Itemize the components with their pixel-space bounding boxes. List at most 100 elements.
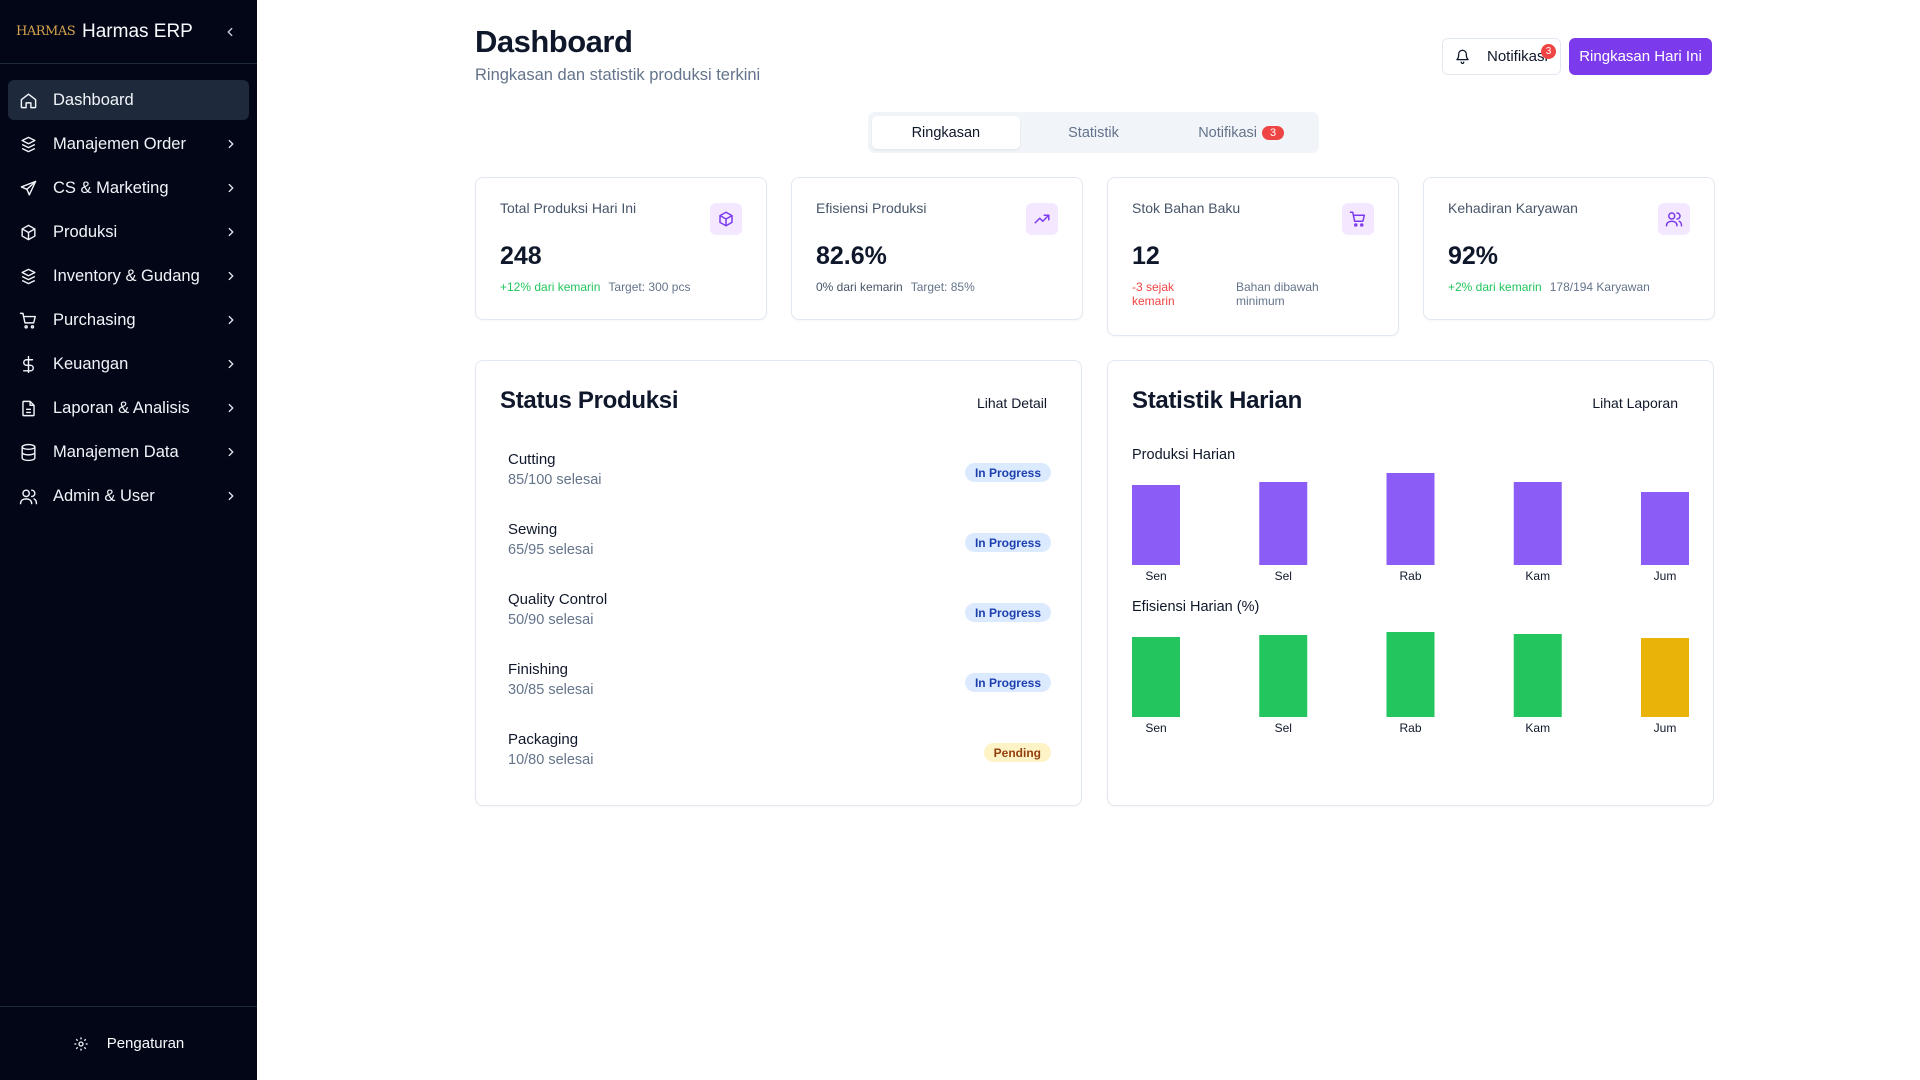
- chart-tick-label: Jum: [1654, 569, 1677, 583]
- kpi-change: -3 sejak kemarin: [1132, 280, 1175, 308]
- chart-bar-rab: [1386, 632, 1435, 717]
- stage-name: Quality Control: [508, 591, 608, 608]
- stage-progress: 50/90 selesai: [508, 612, 594, 628]
- gear-icon: [73, 1035, 91, 1053]
- sidebar-item-inventory-gudang[interactable]: Inventory & Gudang: [8, 256, 249, 296]
- stage-name: Finishing: [508, 661, 569, 678]
- status-badge: In Progress: [964, 673, 1051, 692]
- chart-tick-label: Sel: [1275, 721, 1292, 735]
- lihat-laporan-link[interactable]: Lihat Laporan: [1592, 395, 1678, 411]
- kpi-meta: 0% dari kemarin Target: 85%: [816, 280, 975, 294]
- kpi-change: +2% dari kemarin: [1448, 280, 1542, 294]
- sidebar-item-produksi[interactable]: Produksi: [8, 212, 249, 252]
- sidebar-item-label: Purchasing: [53, 310, 136, 329]
- boxes-icon: [18, 134, 38, 154]
- statistik-harian-panel: Statistik Harian Lihat Laporan Produksi …: [1107, 360, 1714, 806]
- chart-bar-sel: [1259, 482, 1308, 565]
- status-badge: In Progress: [964, 533, 1051, 552]
- chevron-right-icon: [223, 268, 239, 284]
- notifications-label: Notifikasi: [1487, 48, 1548, 65]
- chart-bar-sel: [1259, 635, 1308, 717]
- chart-bar-kam: [1513, 482, 1562, 565]
- efisiensi-harian-chart: Sen Sel Rab Kam Jum: [1132, 632, 1689, 735]
- package-icon: [18, 222, 38, 242]
- sidebar-item-manajemen-order[interactable]: Manajemen Order: [8, 124, 249, 164]
- chart-tick-label: Kam: [1525, 721, 1550, 735]
- sidebar-nav: Dashboard Manajemen Order CS & Marketing…: [0, 64, 257, 1006]
- kpi-label: Total Produksi Hari Ini: [500, 200, 637, 216]
- chart-bar-rab: [1386, 473, 1435, 565]
- kpi-label: Efisiensi Produksi: [816, 200, 927, 216]
- chart-tick-label: Sel: [1275, 569, 1292, 583]
- chart-tick-label: Rab: [1399, 569, 1421, 583]
- brand-name: Harmas ERP: [82, 20, 193, 42]
- production-stage-row: Finishing 30/85 selesai In Progress: [508, 661, 1051, 711]
- chart-bar-jum: [1641, 638, 1689, 717]
- notification-count-badge: 3: [1541, 44, 1556, 59]
- kpi-note: 178/194 Karyawan: [1549, 280, 1650, 294]
- users-icon: [18, 486, 38, 506]
- sidebar-item-label: Manajemen Order: [53, 134, 186, 153]
- stage-progress: 10/80 selesai: [508, 752, 594, 768]
- chart-bar-sen: [1132, 485, 1180, 565]
- kpi-card-efisiensi: Efisiensi Produksi 82.6% 0% dari kemarin…: [791, 177, 1083, 320]
- sidebar-item-manajemen-data[interactable]: Manajemen Data: [8, 432, 249, 472]
- logo-text: HARMAS: [16, 24, 76, 39]
- sidebar-item-admin-user[interactable]: Admin & User: [8, 476, 249, 516]
- kpi-label: Kehadiran Karyawan: [1448, 200, 1578, 216]
- chart-title-produksi: Produksi Harian: [1132, 447, 1236, 463]
- stage-progress: 65/95 selesai: [508, 542, 594, 558]
- sidebar-item-label: Laporan & Analisis: [53, 398, 190, 417]
- chart-tick-label: Jum: [1654, 721, 1677, 735]
- chevron-right-icon: [223, 312, 239, 328]
- kpi-card-total-produksi: Total Produksi Hari Ini 248 +12% dari ke…: [475, 177, 767, 320]
- home-icon: [18, 90, 38, 110]
- main-content: Dashboard Ringkasan dan statistik produk…: [257, 0, 1920, 1080]
- sidebar-item-label: Produksi: [53, 222, 118, 241]
- stage-name: Sewing: [508, 521, 558, 538]
- send-icon: [18, 178, 38, 198]
- sidebar-item-cs-marketing[interactable]: CS & Marketing: [8, 168, 249, 208]
- kpi-note: Target: 300 pcs: [608, 280, 691, 294]
- sidebar-item-label: Keuangan: [53, 354, 129, 373]
- tab-notifikasi[interactable]: Notifikasi 3: [1167, 116, 1315, 149]
- tab-statistik[interactable]: Statistik: [1020, 116, 1168, 149]
- kpi-meta: +2% dari kemarin 178/194 Karyawan: [1448, 280, 1650, 294]
- sidebar-item-keuangan[interactable]: Keuangan: [8, 344, 249, 384]
- tab-ringkasan[interactable]: Ringkasan: [872, 116, 1020, 149]
- chart-tick-label: Rab: [1399, 721, 1421, 735]
- kpi-note: Bahan dibawah minimum: [1236, 280, 1319, 308]
- stage-name: Cutting: [508, 451, 556, 468]
- production-stage-row: Cutting 85/100 selesai In Progress: [508, 451, 1051, 501]
- notifications-button[interactable]: Notifikasi 3: [1442, 38, 1561, 75]
- chart-title-efisiensi: Efisiensi Harian (%): [1132, 599, 1260, 615]
- users-icon: [1658, 203, 1690, 235]
- stage-progress: 85/100 selesai: [508, 472, 602, 488]
- kpi-value: 82.6%: [816, 242, 887, 270]
- tab-label: Statistik: [1068, 124, 1119, 141]
- kpi-note: Target: 85%: [910, 280, 975, 294]
- produksi-harian-chart: Sen Sel Rab Kam Jum: [1132, 473, 1689, 583]
- chart-bar-sen: [1132, 637, 1180, 717]
- collapse-sidebar-button[interactable]: [219, 21, 241, 43]
- sidebar-item-label: Manajemen Data: [53, 442, 179, 461]
- sidebar: HARMAS Harmas ERP Dashboard Manajemen Or…: [0, 0, 257, 1080]
- lihat-detail-link[interactable]: Lihat Detail: [976, 395, 1047, 411]
- tab-label: Notifikasi: [1198, 124, 1258, 141]
- settings-button[interactable]: Pengaturan: [0, 1006, 257, 1080]
- today-summary-button[interactable]: Ringkasan Hari Ini: [1569, 38, 1712, 75]
- warehouse-icon: [18, 266, 38, 286]
- page-subtitle: Ringkasan dan statistik produksi terkini: [475, 66, 761, 84]
- kpi-meta: -3 sejak kemarin Bahan dibawah minimum: [1132, 280, 1336, 308]
- chevron-right-icon: [223, 180, 239, 196]
- status-produksi-panel: Status Produksi Lihat Detail Cutting 85/…: [475, 360, 1082, 806]
- sidebar-header: HARMAS Harmas ERP: [0, 0, 257, 64]
- status-badge: In Progress: [964, 603, 1051, 622]
- trending-up-icon: [1026, 203, 1058, 235]
- sidebar-item-laporan-analisis[interactable]: Laporan & Analisis: [8, 388, 249, 428]
- sidebar-item-purchasing[interactable]: Purchasing: [8, 300, 249, 340]
- sidebar-item-dashboard[interactable]: Dashboard: [8, 80, 249, 120]
- chevron-right-icon: [223, 224, 239, 240]
- chevron-right-icon: [223, 444, 239, 460]
- page-title: Dashboard: [475, 24, 633, 59]
